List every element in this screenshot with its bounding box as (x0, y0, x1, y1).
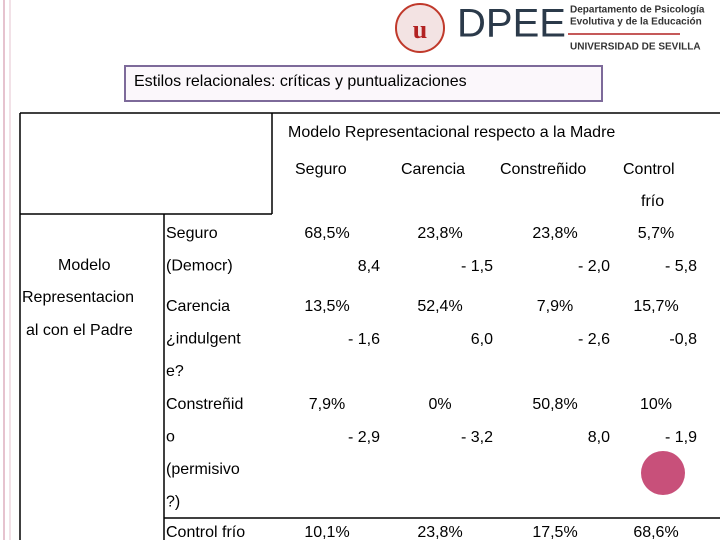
column-label: Carencia (401, 161, 465, 178)
highlight-dot (641, 451, 685, 495)
logo-university: UNIVERSIDAD DE SEVILLA (570, 42, 701, 53)
cell-residual: - 3,2 (461, 429, 493, 446)
column-label: Constreñido (500, 161, 586, 178)
cell-percent: 17,5% (532, 524, 577, 540)
cell-percent: 23,8% (532, 225, 577, 242)
cell-percent: 5,7% (638, 225, 674, 242)
cell-percent: 10% (640, 396, 672, 413)
seal (395, 3, 445, 53)
cell-percent: 7,9% (309, 396, 345, 413)
row-label: o (166, 429, 175, 446)
cell-percent: 68,6% (633, 524, 678, 540)
cell-percent: 50,8% (532, 396, 577, 413)
row-label: Seguro (166, 225, 218, 242)
title-box (124, 65, 603, 102)
cell-residual: 8,0 (588, 429, 610, 446)
logo-department: Evolutiva y de la Educación (570, 17, 702, 28)
column-label: Control (623, 161, 675, 178)
cell-percent: 0% (428, 396, 451, 413)
cell-residual: -0,8 (669, 331, 697, 348)
logo-acronym: DPEE (457, 2, 566, 46)
cell-residual: - 1,6 (348, 331, 380, 348)
cell-residual: - 2,9 (348, 429, 380, 446)
cell-percent: 13,5% (304, 298, 349, 315)
cell-percent: 52,4% (417, 298, 462, 315)
logo-department: Departamento de Psicología (570, 5, 705, 16)
row-label: ?) (166, 494, 180, 511)
seal-letter: u (413, 15, 427, 44)
cell-residual: - 2,0 (578, 258, 610, 275)
cell-percent: 23,8% (417, 524, 462, 540)
column-label: Seguro (295, 161, 347, 178)
row-label: (permisivo (166, 461, 240, 478)
column-header: Modelo Representacional respecto a la Ma… (288, 124, 615, 141)
row-label: Control frío (166, 524, 245, 540)
row-header: al con el Padre (26, 322, 133, 339)
row-header: Modelo (58, 257, 111, 274)
cell-residual: 8,4 (358, 258, 380, 275)
cell-percent: 7,9% (537, 298, 573, 315)
cell-residual: - 2,6 (578, 331, 610, 348)
row-label: ¿indulgent (166, 331, 241, 348)
cell-percent: 23,8% (417, 225, 462, 242)
title: Estilos relacionales: críticas y puntual… (134, 73, 467, 90)
cell-residual: 6,0 (471, 331, 493, 348)
row-label: e? (166, 363, 184, 380)
column-label: frío (641, 193, 664, 210)
cell-residual: - 5,8 (665, 258, 697, 275)
cell-percent: 68,5% (304, 225, 349, 242)
row-label: Constreñid (166, 396, 243, 413)
row-label: Carencia (166, 298, 230, 315)
table-borders (19, 112, 720, 540)
cell-residual: - 1,5 (461, 258, 493, 275)
row-header: Representacion (22, 289, 134, 306)
cell-percent: 15,7% (633, 298, 678, 315)
row-label: (Democr) (166, 258, 233, 275)
cell-residual: - 1,9 (665, 429, 697, 446)
cell-percent: 10,1% (304, 524, 349, 540)
